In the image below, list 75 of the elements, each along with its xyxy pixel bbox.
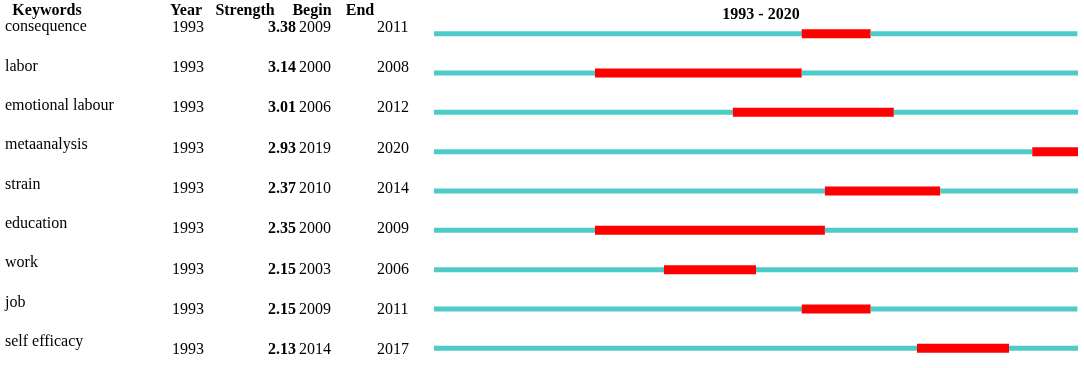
y-tick-label: emotional labour bbox=[5, 95, 115, 113]
text: 2.37 bbox=[268, 179, 296, 196]
text: 3.01 bbox=[268, 98, 296, 116]
text: Year bbox=[170, 0, 202, 18]
text: 2.15 bbox=[268, 300, 296, 317]
text: 2008 bbox=[377, 58, 409, 75]
bar bbox=[434, 188, 825, 194]
bar bbox=[434, 109, 733, 115]
text: 2.93 bbox=[268, 138, 296, 156]
text: 2.35 bbox=[268, 219, 296, 237]
text: 2011 bbox=[377, 300, 409, 317]
bar bbox=[870, 31, 1078, 37]
bar bbox=[756, 267, 1078, 273]
text: Begin bbox=[292, 0, 332, 19]
y-tick-label: strain bbox=[5, 174, 41, 192]
text: 1993 bbox=[172, 58, 204, 75]
text: 1993 bbox=[172, 219, 204, 237]
bar bbox=[1032, 147, 1078, 157]
text: 2.13 bbox=[268, 340, 296, 358]
bar bbox=[824, 186, 941, 196]
text: 1993 bbox=[172, 138, 204, 156]
text: 2009 bbox=[299, 300, 331, 317]
bar bbox=[732, 107, 894, 117]
bar bbox=[663, 265, 756, 275]
bar bbox=[893, 109, 1078, 115]
bar bbox=[595, 68, 802, 78]
text: 3.38 bbox=[268, 17, 296, 35]
text: Strength bbox=[215, 0, 275, 19]
bar bbox=[434, 31, 802, 37]
bar bbox=[434, 267, 664, 273]
text: 2014 bbox=[377, 179, 409, 196]
y-tick-label: education bbox=[5, 213, 68, 231]
text: 1993 bbox=[172, 300, 204, 317]
y-tick-label: labor bbox=[5, 56, 39, 74]
text: 2006 bbox=[299, 98, 331, 116]
text: 2009 bbox=[377, 219, 409, 237]
text: 2006 bbox=[377, 259, 409, 277]
bar bbox=[940, 188, 1078, 194]
y-tick-label: work bbox=[5, 253, 38, 271]
bar bbox=[1009, 345, 1078, 351]
text: 2000 bbox=[299, 219, 331, 237]
text: End bbox=[345, 0, 375, 18]
bar bbox=[801, 70, 1078, 76]
bar bbox=[434, 149, 1033, 155]
text: Keywords bbox=[12, 0, 82, 19]
bar bbox=[917, 343, 1010, 353]
bar bbox=[595, 225, 825, 235]
text: 1993 bbox=[172, 98, 204, 116]
bar bbox=[434, 306, 802, 312]
text: 2012 bbox=[377, 98, 409, 116]
chart-title: 1993 - 2020 bbox=[722, 4, 800, 22]
text: 2020 bbox=[377, 138, 409, 156]
text: 2017 bbox=[377, 340, 409, 358]
y-tick-label: job bbox=[4, 292, 26, 311]
text: 1993 bbox=[172, 17, 204, 35]
bar bbox=[824, 227, 1078, 233]
bar bbox=[801, 29, 871, 39]
text: 2.15 bbox=[268, 259, 296, 277]
text: 1993 bbox=[172, 259, 204, 277]
text: 3.14 bbox=[268, 58, 296, 75]
y-tick-label: self efficacy bbox=[5, 331, 84, 350]
text: 2011 bbox=[377, 17, 409, 35]
bar bbox=[434, 70, 595, 76]
text: 2019 bbox=[299, 138, 331, 156]
text: 2003 bbox=[299, 259, 331, 277]
text: 2010 bbox=[299, 179, 331, 196]
bar bbox=[434, 227, 595, 233]
text: 2014 bbox=[299, 340, 331, 358]
bar bbox=[801, 304, 871, 314]
text: 1993 bbox=[172, 179, 204, 196]
text: 1993 bbox=[172, 340, 204, 358]
bar bbox=[434, 345, 917, 351]
bar bbox=[870, 306, 1078, 312]
y-tick-label: metaanalysis bbox=[5, 135, 88, 154]
text: 2000 bbox=[299, 58, 331, 75]
